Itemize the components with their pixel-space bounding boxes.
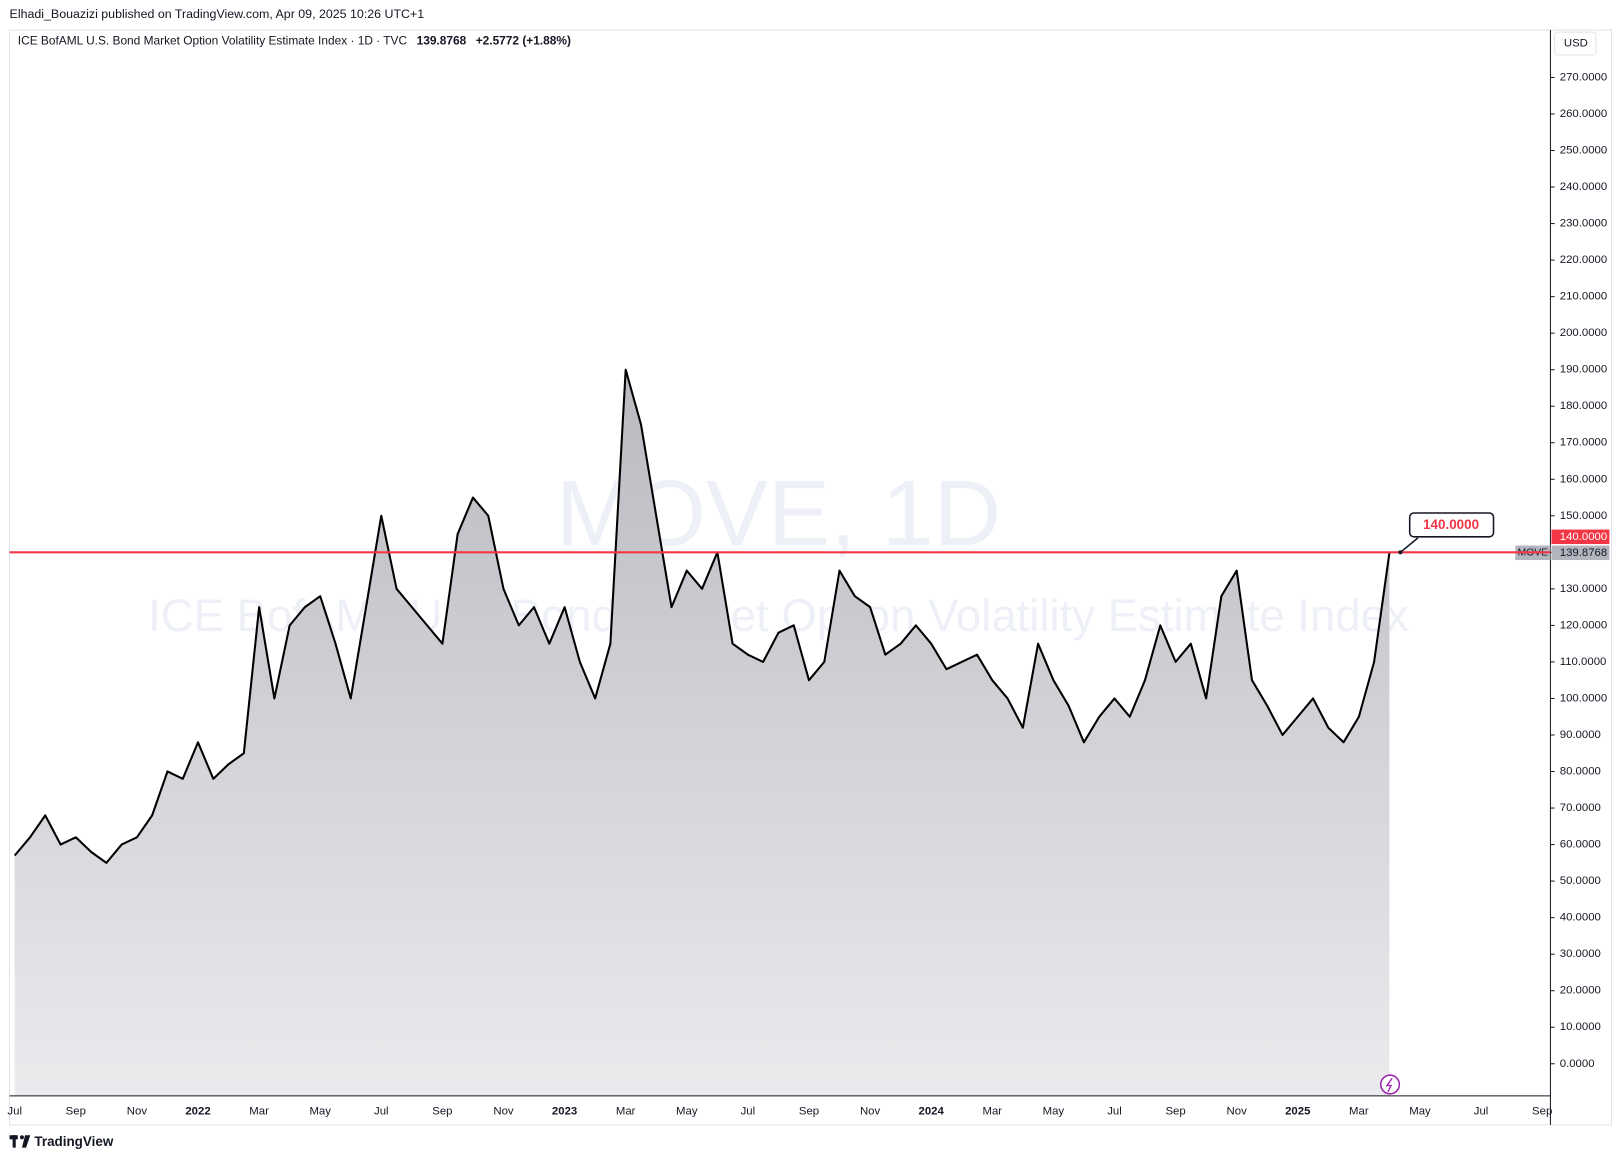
callout-label: 140.0000	[1423, 517, 1479, 532]
y-tick-label: 70.0000	[1560, 802, 1601, 814]
y-tick-label: 40.0000	[1560, 912, 1601, 924]
x-tick-label: Sep	[1165, 1105, 1185, 1117]
x-tick-label: Mar	[249, 1105, 269, 1117]
x-tick-label: Mar	[982, 1105, 1002, 1117]
y-tick-label: 120.0000	[1560, 619, 1607, 631]
y-tick-label: 240.0000	[1560, 181, 1607, 193]
y-tick-label: 60.0000	[1560, 839, 1601, 851]
plot	[13, 368, 1391, 1096]
x-tick-label: Mar	[1349, 1105, 1369, 1117]
x-tick-label: Jul	[1474, 1105, 1489, 1117]
x-tick-label: Nov	[860, 1105, 881, 1117]
y-tick-label: 230.0000	[1560, 218, 1607, 230]
x-tick-label: Sep	[799, 1105, 819, 1117]
header-title: ICE BofAML U.S. Bond Market Option Volat…	[18, 34, 408, 48]
currency: USD	[1564, 37, 1588, 49]
currency-box[interactable]	[1554, 31, 1597, 56]
callout-box	[1408, 512, 1495, 538]
brand: TradingView	[34, 1134, 113, 1149]
y-tick-label: 250.0000	[1560, 145, 1607, 157]
x-tick-label: 2022	[185, 1105, 210, 1117]
header-price: 139.8768	[417, 34, 467, 48]
y-tick-label: 210.0000	[1560, 291, 1607, 303]
header-change: +2.5772 (+1.88%)	[476, 34, 571, 48]
callout-anchor	[1398, 550, 1403, 555]
area-fill	[14, 369, 1390, 1096]
y-tick-label: 20.0000	[1560, 985, 1601, 997]
x-tick-label: May	[676, 1105, 698, 1117]
hline-axis-label: 140.0000	[1560, 531, 1607, 543]
y-tick-label: 0.0000	[1560, 1058, 1595, 1070]
y-tick-label: 270.0000	[1560, 71, 1607, 83]
y-tick-label: 200.0000	[1560, 327, 1607, 339]
y-tick-label: 190.0000	[1560, 364, 1607, 376]
frame	[9, 29, 1613, 1126]
event-bolt	[1385, 1077, 1393, 1093]
x-tick-label: Jul	[374, 1105, 389, 1117]
x-tick-label: May	[1409, 1105, 1431, 1117]
x-tick-label: Sep	[66, 1105, 86, 1117]
y-tick-label: 10.0000	[1560, 1021, 1601, 1033]
y-tick-label: 50.0000	[1560, 875, 1601, 887]
y-tick-label: 100.0000	[1560, 692, 1607, 704]
y-tick-label: 80.0000	[1560, 766, 1601, 778]
hline-axis-box	[1551, 529, 1610, 545]
brand-logo	[9, 1135, 31, 1148]
last-price-box	[1551, 545, 1610, 561]
y-tick-label: 130.0000	[1560, 583, 1607, 595]
x-tick-label: Jul	[741, 1105, 756, 1117]
last-price-label: 139.8768	[1560, 547, 1607, 559]
series-line	[13, 368, 1391, 864]
x-tick-label: May	[309, 1105, 331, 1117]
y-tick-label: 260.0000	[1560, 108, 1607, 120]
y-tick-label: 110.0000	[1560, 656, 1607, 668]
x-tick-label: May	[1043, 1105, 1065, 1117]
x-tick-label: Sep	[432, 1105, 452, 1117]
header: ICE BofAML U.S. Bond Market Option Volat…	[18, 34, 571, 48]
y-tick-label: 150.0000	[1560, 510, 1607, 522]
x-tick-label: Sep	[1532, 1105, 1552, 1117]
x-tick-label: Nov	[1227, 1105, 1248, 1117]
x-tick-label: 2024	[919, 1105, 945, 1117]
x-tick-label: 2023	[552, 1105, 577, 1117]
y-tick-label: 30.0000	[1560, 948, 1601, 960]
y-tick-label: 180.0000	[1560, 400, 1607, 412]
x-tick-label: Mar	[616, 1105, 636, 1117]
y-tick-label: 170.0000	[1560, 437, 1607, 449]
y-tick-label: 160.0000	[1560, 473, 1607, 485]
x-tick-label: Nov	[127, 1105, 148, 1117]
x-tick-label: Jul	[1107, 1105, 1122, 1117]
x-tick-label: Jul	[7, 1105, 22, 1117]
y-tick-label: 220.0000	[1560, 254, 1607, 266]
y-tick-label: 90.0000	[1560, 729, 1601, 741]
publisher: Elhadi_Bouazizi published on TradingView…	[10, 7, 425, 21]
x-tick-label: Nov	[493, 1105, 514, 1117]
event-icon[interactable]	[1379, 1074, 1401, 1095]
x-tick-label: 2025	[1285, 1105, 1311, 1117]
callout-pointer	[1399, 537, 1419, 553]
